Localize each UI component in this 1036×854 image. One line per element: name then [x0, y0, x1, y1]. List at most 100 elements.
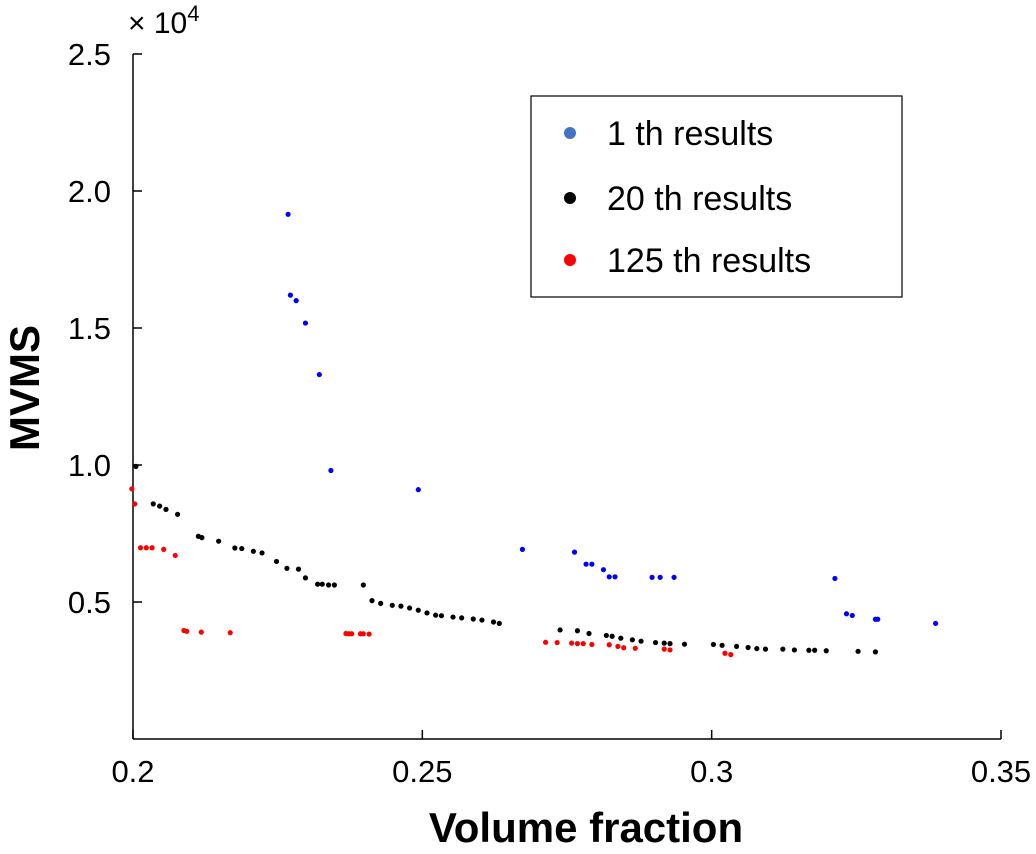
data-point	[360, 582, 366, 588]
series-2	[133, 463, 879, 655]
data-point	[450, 614, 456, 620]
data-point	[438, 613, 445, 619]
data-point	[285, 211, 291, 217]
x-tick-label: 0.25	[392, 754, 452, 789]
data-point	[459, 615, 465, 621]
data-point	[812, 647, 818, 653]
data-point	[319, 581, 325, 587]
data-point	[137, 545, 144, 551]
data-point	[349, 631, 355, 637]
data-point	[806, 647, 812, 653]
legend-marker	[564, 127, 576, 139]
legend-label: 125 th results	[607, 242, 811, 280]
data-point	[157, 503, 163, 509]
legend-marker	[564, 254, 576, 266]
data-point	[832, 575, 838, 582]
data-point	[314, 581, 321, 587]
data-point	[612, 574, 618, 580]
legend-box	[530, 95, 903, 298]
data-point	[657, 574, 663, 580]
y-tick-label: 2.0	[68, 174, 111, 209]
data-point	[360, 631, 366, 637]
data-point	[415, 487, 421, 493]
data-point	[302, 575, 309, 581]
data-point	[184, 628, 190, 634]
data-point	[174, 511, 181, 517]
data-point	[710, 641, 717, 648]
data-point	[232, 545, 238, 551]
data-point	[600, 567, 607, 573]
data-point	[133, 463, 139, 469]
data-point	[479, 617, 485, 623]
data-point	[557, 627, 563, 633]
data-point	[733, 643, 740, 649]
legend-marker	[564, 192, 576, 204]
data-point	[378, 600, 384, 606]
data-point	[161, 546, 167, 552]
data-point	[606, 574, 612, 580]
data-point	[369, 598, 375, 604]
data-point	[586, 630, 592, 637]
series-3	[129, 486, 734, 658]
data-point	[728, 652, 734, 658]
data-point	[615, 643, 621, 649]
data-point	[216, 538, 222, 544]
legend: 1 th results 20 th results 125 th results	[530, 95, 903, 298]
data-point	[199, 535, 205, 541]
data-point	[132, 501, 138, 507]
data-point	[569, 640, 575, 646]
data-point	[638, 638, 644, 644]
series-1	[285, 211, 939, 626]
data-point	[149, 545, 155, 551]
data-point	[762, 646, 769, 652]
data-point	[855, 648, 861, 654]
data-point	[661, 646, 667, 652]
y-multiplier-exponent: 4	[187, 1, 199, 26]
data-point	[398, 603, 404, 609]
data-point	[331, 582, 337, 588]
data-point	[302, 320, 309, 326]
data-point	[603, 632, 609, 639]
data-point	[671, 574, 677, 580]
data-point	[606, 642, 612, 648]
x-axis-title: Volume fraction	[429, 804, 743, 851]
data-point	[198, 629, 204, 635]
y-tick-label: 1.5	[68, 311, 111, 346]
data-point	[287, 292, 293, 298]
legend-label: 20 th results	[607, 180, 792, 218]
data-point	[583, 561, 589, 567]
data-point	[295, 566, 302, 572]
y-multiplier-base: × 10	[128, 7, 187, 40]
data-point	[389, 602, 395, 608]
data-point	[415, 607, 421, 613]
data-point	[667, 641, 673, 647]
legend-label: 1 th results	[607, 115, 773, 153]
data-point	[316, 371, 322, 378]
data-point	[618, 635, 624, 641]
y-multiplier: × 104	[128, 1, 199, 40]
data-point	[933, 620, 939, 626]
data-point	[325, 582, 332, 588]
data-point	[667, 647, 673, 653]
data-point	[780, 646, 786, 652]
y-tick-label: 2.5	[68, 37, 111, 72]
data-point	[496, 620, 502, 626]
data-point	[470, 616, 476, 622]
data-point	[719, 642, 725, 648]
data-point	[632, 645, 638, 651]
data-point	[227, 630, 233, 636]
data-point	[823, 648, 829, 654]
data-point	[259, 550, 265, 556]
data-point	[129, 486, 135, 492]
x-tick-label: 0.3	[690, 754, 733, 789]
data-point	[661, 640, 667, 646]
data-point	[366, 631, 372, 637]
x-tick-label: 0.35	[971, 754, 1031, 789]
data-point	[722, 650, 728, 656]
data-point	[649, 574, 655, 580]
y-tick-label: 1.0	[68, 448, 111, 483]
data-point	[574, 641, 581, 647]
data-point	[621, 645, 627, 651]
data-point	[150, 501, 156, 507]
